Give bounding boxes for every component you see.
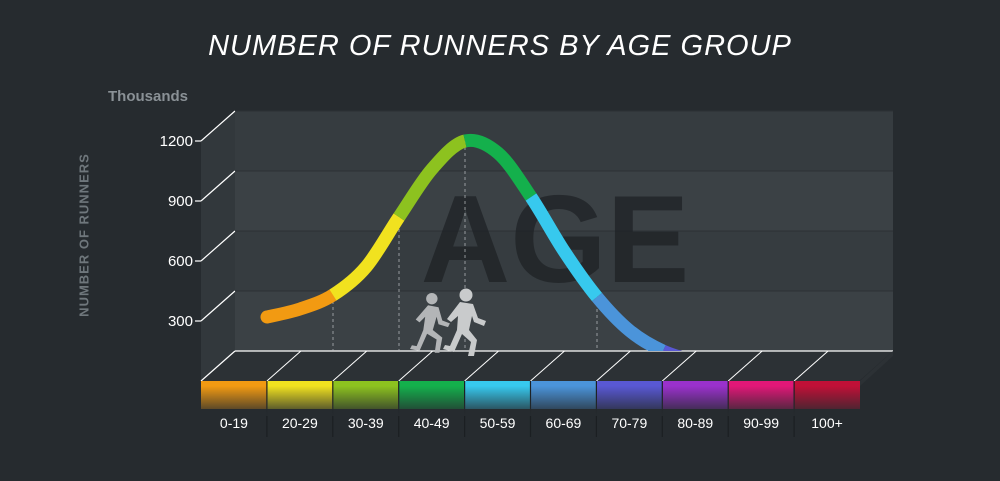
floor-edge (200, 350, 236, 382)
strip-fade (201, 386, 860, 416)
gridline (200, 170, 236, 202)
x-tick-label: 50-59 (480, 415, 516, 431)
runners-curve (260, 133, 730, 351)
floor-divider (398, 350, 434, 382)
y-tick-label: 300 (168, 313, 193, 330)
grid-band (235, 111, 893, 171)
chart-title: NUMBER OF RUNNERS BY AGE GROUP (208, 30, 792, 62)
x-tick-label: 60-69 (546, 415, 582, 431)
x-tick-label: 30-39 (348, 415, 384, 431)
x-tick-label: 70-79 (611, 415, 647, 431)
x-axis-ticks: 0-19 20-29 30-39 40-49 50-59 60-69 70-79 80-89 9… (220, 415, 843, 431)
y-tick-label: 600 (168, 253, 193, 270)
floor-divider (727, 350, 763, 382)
curve-segment (463, 133, 537, 201)
curve-segment (525, 193, 603, 302)
floor-edge-right (860, 351, 893, 386)
runner-icon (410, 292, 450, 353)
y-axis-label: NUMBER OF RUNNERS (76, 153, 92, 317)
y-tick-label: 1200 (160, 133, 193, 150)
y-axis-ticks: 300 600 900 1200 (160, 133, 193, 330)
curve-segment (393, 134, 468, 221)
grid-band (235, 171, 893, 231)
floor-divider (266, 350, 302, 382)
grid-band (235, 291, 893, 351)
y-tick-label: 900 (168, 193, 193, 210)
floor-divider (793, 350, 829, 382)
floor-divider (332, 350, 368, 382)
floor-divider (596, 350, 631, 382)
x-tick-label: 100+ (811, 415, 843, 431)
x-tick-label: 20-29 (282, 415, 318, 431)
floor-divider (464, 350, 499, 382)
x-tick-label: 90-99 (743, 415, 779, 431)
x-tick-label: 0-19 (220, 415, 248, 431)
floor-divider (530, 350, 565, 382)
runner-icon (443, 288, 486, 356)
gridline (200, 290, 236, 322)
x-tick-label: 40-49 (414, 415, 450, 431)
floor-divider (661, 350, 697, 382)
curve-segment (591, 292, 666, 351)
gridline (200, 110, 236, 142)
curve-segment (260, 288, 340, 324)
x-tick-label: 80-89 (677, 415, 713, 431)
curve-segment (329, 213, 405, 301)
gridline (200, 230, 236, 262)
units-label: Thousands (108, 88, 189, 105)
